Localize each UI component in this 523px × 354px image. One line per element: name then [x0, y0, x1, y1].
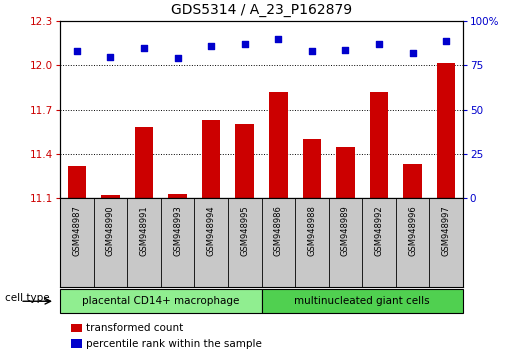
Point — [274, 36, 282, 42]
Text: GSM948988: GSM948988 — [308, 205, 316, 256]
Text: cell type: cell type — [5, 293, 50, 303]
Bar — [262, 289, 463, 313]
Point — [140, 45, 148, 51]
Point — [207, 43, 215, 49]
Text: GSM948989: GSM948989 — [341, 205, 350, 256]
Bar — [101, 195, 120, 198]
Bar — [135, 127, 153, 198]
Point — [73, 48, 81, 54]
Bar — [403, 164, 422, 198]
Text: transformed count: transformed count — [86, 323, 184, 333]
Title: GDS5314 / A_23_P162879: GDS5314 / A_23_P162879 — [171, 4, 352, 17]
Text: GSM948991: GSM948991 — [140, 205, 149, 256]
Point — [408, 50, 417, 56]
Text: percentile rank within the sample: percentile rank within the sample — [86, 339, 262, 349]
Point — [308, 48, 316, 54]
Point — [241, 41, 249, 47]
Point — [341, 47, 349, 52]
Text: GSM948990: GSM948990 — [106, 205, 115, 256]
Text: GSM948986: GSM948986 — [274, 205, 283, 256]
Point — [442, 38, 450, 44]
Bar — [235, 125, 254, 198]
Bar — [269, 92, 288, 198]
Text: GSM948997: GSM948997 — [441, 205, 451, 256]
Bar — [67, 166, 86, 198]
Text: multinucleated giant cells: multinucleated giant cells — [294, 296, 430, 306]
Point — [106, 54, 115, 59]
Text: GSM948992: GSM948992 — [374, 205, 383, 256]
Bar — [60, 289, 262, 313]
Bar — [168, 194, 187, 198]
Bar — [370, 92, 388, 198]
Text: GSM948995: GSM948995 — [240, 205, 249, 256]
Bar — [202, 120, 220, 198]
Point — [174, 56, 182, 61]
Text: placental CD14+ macrophage: placental CD14+ macrophage — [82, 296, 240, 306]
Text: GSM948994: GSM948994 — [207, 205, 215, 256]
Bar — [336, 147, 355, 198]
Bar — [437, 63, 456, 198]
Bar — [303, 139, 321, 198]
Text: GSM948993: GSM948993 — [173, 205, 182, 256]
Text: GSM948996: GSM948996 — [408, 205, 417, 256]
Point — [375, 41, 383, 47]
Text: GSM948987: GSM948987 — [72, 205, 82, 256]
